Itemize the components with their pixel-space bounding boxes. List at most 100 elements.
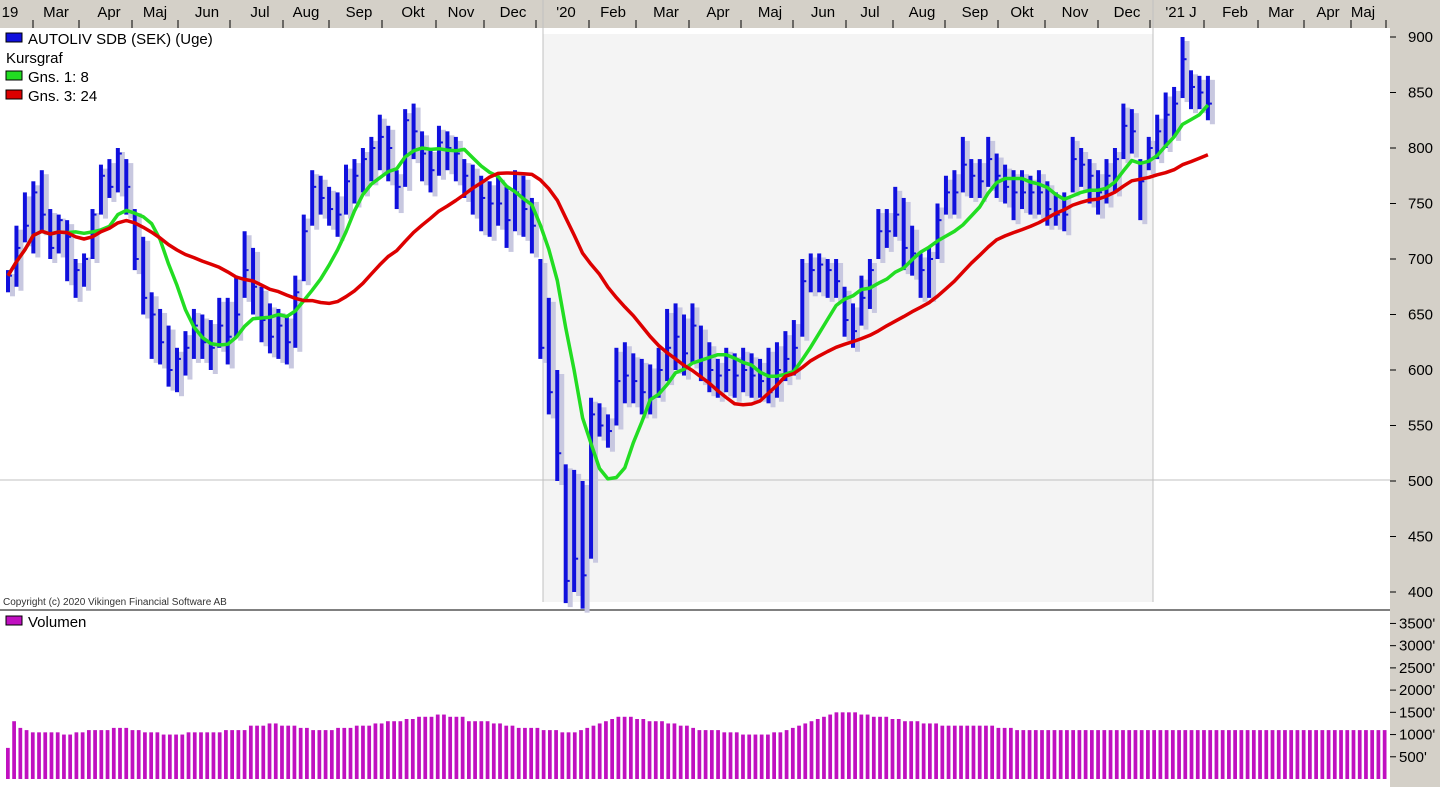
price-bar (555, 370, 560, 481)
volume-bar (379, 723, 384, 779)
volume-bar (610, 719, 615, 779)
volume-bar (921, 723, 926, 779)
volume-bar (1301, 730, 1306, 779)
price-bar (327, 186, 332, 226)
volume-bar (1146, 730, 1150, 779)
volume-bar (1164, 730, 1169, 779)
price-bar-shadow (609, 418, 615, 452)
price-bar-shadow (922, 257, 928, 302)
price-bar (690, 303, 695, 365)
volume-bar (896, 719, 901, 779)
price-bar (842, 286, 847, 337)
price-bar (943, 175, 948, 215)
x-tick-label: Nov (1062, 4, 1089, 21)
price-bar-shadow (145, 240, 151, 319)
price-bar-shadow (162, 312, 168, 369)
volume-bar (1139, 730, 1144, 779)
volume-bar (759, 734, 764, 779)
volume-bar (49, 732, 54, 779)
volume-bar (24, 730, 29, 779)
price-bar-shadow (364, 152, 370, 197)
volume-bar (909, 721, 914, 779)
price-bar-shadow (1193, 74, 1198, 114)
price-bar (141, 236, 146, 315)
volume-bar (30, 732, 35, 779)
price-bar-shadow (821, 257, 827, 297)
volume-bar (884, 716, 889, 779)
price-bar (496, 175, 501, 226)
x-tick-label: Maj (758, 4, 782, 21)
price-bar-shadow (838, 263, 844, 302)
volume-bar (398, 721, 403, 779)
price-bar-shadow (94, 213, 100, 263)
x-tick-label: '21 J (1165, 4, 1196, 21)
price-bar (360, 148, 365, 193)
price-bar (808, 253, 813, 293)
volume-bar (635, 719, 639, 779)
volume-bar (722, 732, 727, 779)
volume-bar (329, 730, 334, 779)
volume-bar (697, 730, 702, 779)
moving-average-long-line (6, 153, 1209, 407)
price-bar (217, 297, 222, 348)
price-bar-shadow (381, 118, 387, 175)
price-bar-shadow (246, 235, 252, 302)
volume-bar (691, 727, 696, 779)
volume-bar (1183, 730, 1188, 779)
volume-bar (1133, 730, 1138, 779)
price-bar (420, 131, 425, 182)
volume-bar (566, 732, 571, 779)
price-bar-shadow (1024, 174, 1029, 214)
volume-bar (803, 723, 808, 779)
price-bar (1104, 159, 1109, 204)
price-bar (56, 214, 61, 254)
price-bar (682, 314, 686, 376)
volume-bar (367, 725, 372, 779)
price-bar (758, 358, 763, 398)
volume-bar (1345, 730, 1350, 779)
volume-bar (666, 723, 671, 779)
price-bar-shadow (1015, 174, 1021, 225)
price-bar-shadow (1159, 118, 1165, 164)
volume-bar (728, 732, 733, 779)
volume-bar (37, 732, 41, 779)
x-tick-label: Jun (195, 4, 219, 21)
x-tick-label: Apr (1316, 4, 1339, 21)
volume-bar (865, 714, 870, 779)
price-bar-shadow (43, 174, 49, 236)
price-bar-shadow (86, 257, 92, 291)
volume-bar (93, 730, 97, 779)
price-bar-shadow (711, 346, 717, 397)
price-bar-shadow (102, 168, 108, 219)
price-bar-shadow (1040, 174, 1046, 219)
volume-bar (672, 723, 677, 779)
volume-bar (784, 730, 789, 779)
price-tick-label: 750 (1408, 196, 1433, 213)
price-bar (783, 331, 788, 382)
price-bar (614, 347, 619, 426)
volume-bar (1114, 730, 1119, 779)
price-bar (132, 209, 137, 271)
price-bar (834, 259, 839, 298)
volume-bar (1002, 727, 1007, 779)
volume-bar (940, 725, 945, 779)
volume-bar (660, 721, 664, 779)
volume-bar (348, 727, 353, 779)
price-tick-label: 650 (1408, 307, 1433, 324)
price-bar (158, 308, 163, 365)
price-bar (1087, 159, 1092, 204)
volume-bar (971, 725, 976, 779)
volume-bar (342, 727, 347, 779)
price-bar (183, 331, 188, 376)
volume-bar (878, 716, 882, 779)
volume-bar (585, 727, 590, 779)
x-tick-label: Jun (811, 4, 835, 21)
volume-bar (460, 716, 465, 779)
volume-bar (1065, 730, 1069, 779)
price-bar (1180, 37, 1185, 99)
volume-bar (597, 723, 602, 779)
legend-swatch-volume (5, 615, 23, 626)
price-bar-shadow (643, 362, 649, 419)
volume-bar (485, 721, 490, 779)
volume-bar (354, 725, 359, 779)
